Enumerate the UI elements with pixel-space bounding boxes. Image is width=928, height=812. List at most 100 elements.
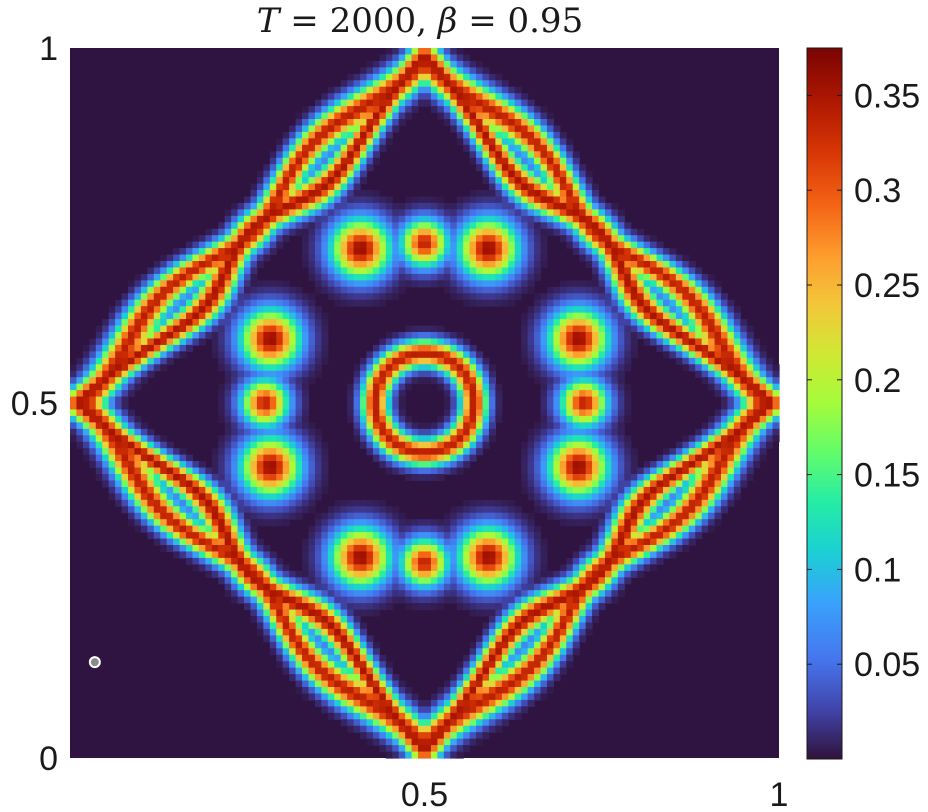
heatmap-cell xyxy=(186,545,194,553)
heatmap-cell xyxy=(508,273,516,281)
heatmap-cell xyxy=(263,603,271,611)
heatmap-cell xyxy=(347,590,355,598)
heatmap-cell xyxy=(521,131,529,139)
heatmap-cell xyxy=(237,415,245,423)
heatmap-cell xyxy=(534,486,542,494)
heatmap-cell xyxy=(430,538,438,546)
heatmap-cell xyxy=(527,261,535,269)
heatmap-cell xyxy=(289,131,297,139)
heatmap-cell xyxy=(314,190,322,198)
heatmap-cell xyxy=(334,706,342,714)
heatmap-cell xyxy=(553,338,561,346)
heatmap-cell xyxy=(179,474,187,482)
heatmap-cell xyxy=(244,583,252,591)
heatmap-cell xyxy=(424,202,432,210)
heatmap-cell xyxy=(147,428,155,436)
heatmap-cell xyxy=(153,280,161,288)
heatmap-cell xyxy=(430,261,438,269)
heatmap-cell xyxy=(476,370,484,378)
heatmap-cell xyxy=(327,241,335,249)
heatmap-cell xyxy=(463,577,471,585)
heatmap-cell xyxy=(121,377,129,385)
heatmap-cell xyxy=(456,699,464,707)
heatmap-cell xyxy=(424,428,432,436)
heatmap-cell xyxy=(366,383,374,391)
heatmap-cell xyxy=(559,344,567,352)
heatmap-cell xyxy=(398,73,406,81)
heatmap-cell xyxy=(295,622,303,630)
heatmap-cell xyxy=(540,422,548,430)
heatmap-cell xyxy=(269,293,277,301)
heatmap-cell xyxy=(540,112,548,120)
heatmap-cell xyxy=(360,364,368,372)
heatmap-cell xyxy=(360,538,368,546)
heatmap-cell xyxy=(302,538,310,546)
heatmap-cell xyxy=(476,241,484,249)
heatmap-cell xyxy=(559,577,567,585)
heatmap-cell xyxy=(108,306,116,314)
heatmap-cell xyxy=(360,415,368,423)
heatmap-cell xyxy=(579,441,587,449)
heatmap-cell xyxy=(572,357,580,365)
heatmap-cell xyxy=(250,261,258,269)
heatmap-cell xyxy=(302,325,310,333)
heatmap-cell xyxy=(244,222,252,230)
heatmap-cell xyxy=(302,493,310,501)
heatmap-cell xyxy=(546,467,555,475)
heatmap-cell xyxy=(392,674,400,682)
heatmap-cell xyxy=(501,138,509,146)
heatmap-cell xyxy=(121,312,129,320)
heatmap-cell xyxy=(424,570,432,578)
heatmap-cell xyxy=(256,577,264,585)
heatmap-cell xyxy=(495,131,503,139)
heatmap-cell xyxy=(321,93,329,101)
heatmap-cell xyxy=(418,745,426,753)
heatmap-cell xyxy=(147,351,155,359)
heatmap-cell xyxy=(160,435,168,443)
heatmap-cell xyxy=(405,67,413,75)
heatmap-cell xyxy=(495,603,503,611)
heatmap-cell xyxy=(269,422,277,430)
heatmap-cell xyxy=(295,370,303,378)
heatmap-cell xyxy=(302,170,310,178)
heatmap-cell xyxy=(546,583,555,591)
heatmap-cell xyxy=(527,454,535,462)
heatmap-cell xyxy=(321,532,329,540)
heatmap-cell xyxy=(521,687,529,695)
heatmap-cell xyxy=(579,480,587,488)
heatmap-cell xyxy=(456,196,464,204)
heatmap-cell xyxy=(250,299,258,307)
heatmap-cell xyxy=(585,222,593,230)
heatmap-cell xyxy=(276,461,284,469)
heatmap-cell xyxy=(482,170,490,178)
heatmap-cell xyxy=(430,370,438,378)
heatmap-cell xyxy=(186,519,194,527)
heatmap-cell xyxy=(379,706,387,714)
heatmap-cells xyxy=(70,48,780,759)
heatmap-cell xyxy=(308,215,316,223)
heatmap-cell xyxy=(559,486,567,494)
heatmap-cell xyxy=(372,719,380,727)
heatmap-cell xyxy=(392,209,400,217)
heatmap-cell xyxy=(244,461,252,469)
heatmap-cell xyxy=(540,351,548,359)
heatmap-cell xyxy=(353,545,361,553)
heatmap-cell xyxy=(269,454,277,462)
heatmap-cell xyxy=(360,732,368,740)
heatmap-cell xyxy=(276,512,284,520)
heatmap-cell xyxy=(334,641,342,649)
heatmap-cell xyxy=(559,351,567,359)
heatmap-cell xyxy=(411,273,419,281)
heatmap-cell xyxy=(360,532,368,540)
heatmap-cell xyxy=(385,725,393,733)
heatmap-cell xyxy=(224,364,232,372)
heatmap-cell xyxy=(379,570,387,578)
heatmap-cell xyxy=(366,138,374,146)
heatmap-cell xyxy=(482,222,490,230)
heatmap-cell xyxy=(450,693,458,701)
heatmap-cell xyxy=(198,538,206,546)
heatmap-cell xyxy=(476,190,484,198)
heatmap-cell xyxy=(476,254,484,262)
heatmap-cell xyxy=(372,151,380,159)
heatmap-cell xyxy=(269,370,277,378)
